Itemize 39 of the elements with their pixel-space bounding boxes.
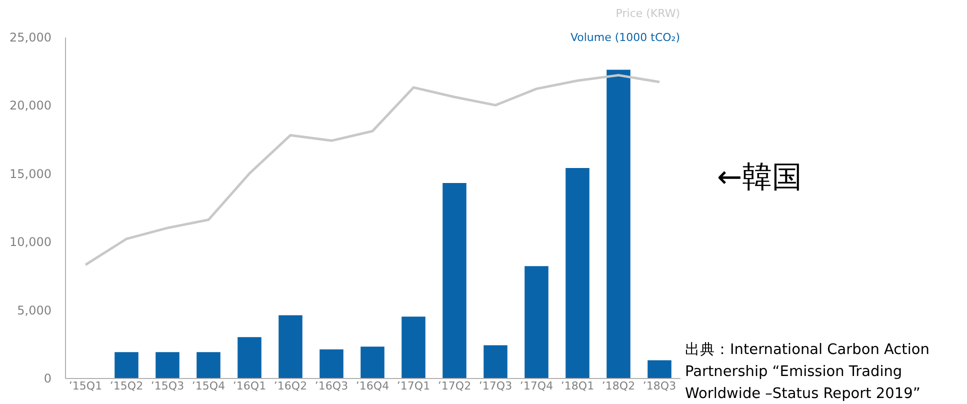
bar: [156, 352, 180, 378]
bar: [360, 346, 384, 378]
bar: [484, 345, 508, 378]
line-series: [84, 74, 661, 266]
x-tick-label: ’17Q3: [478, 380, 512, 392]
text: Volume (1000 tCO₂): [570, 31, 680, 44]
y-tick-label: 5,000: [17, 303, 52, 318]
x-tick-label: ’18Q3: [642, 380, 676, 392]
bar: [320, 349, 344, 378]
source-note: 出典：International Carbon Action Partnership “Emission Trading Worldwide –Status Report 2019”: [685, 341, 930, 402]
x-tick-label: ’15Q1: [68, 380, 102, 392]
x-tick-label: ’16Q2: [274, 380, 308, 392]
x-tick-label: ’16Q1: [232, 380, 266, 392]
bar: [238, 337, 262, 378]
y-tick-label: 25,000: [10, 30, 52, 44]
x-tick-label: ’17Q4: [520, 380, 554, 392]
bar: [402, 316, 426, 378]
y-tick-label: 0: [44, 372, 52, 386]
bar: [114, 352, 138, 378]
x-tick-label: ’15Q3: [150, 380, 184, 392]
x-tick-label: ’18Q1: [560, 380, 594, 392]
bar: [606, 70, 630, 378]
x-tick-label: ’15Q4: [192, 380, 226, 392]
y-tick-label: 15,000: [10, 166, 52, 181]
bar: [196, 352, 220, 378]
bar: [524, 266, 548, 378]
bar: [648, 360, 672, 378]
x-tick-label: ’15Q2: [110, 380, 144, 392]
x-tick-label: ’16Q4: [356, 380, 390, 392]
x-tick-label: ’17Q2: [438, 380, 472, 392]
y-tick-label: 10,000: [10, 235, 52, 250]
bar: [278, 315, 302, 378]
y-tick-label: 20,000: [10, 98, 52, 113]
bar: [566, 168, 590, 378]
x-tick-label: ’18Q2: [602, 380, 636, 392]
x-tick-label: ’16Q3: [314, 380, 348, 392]
text: ←韓国: [717, 160, 802, 195]
x-tick-label: ’17Q1: [396, 380, 430, 392]
bar: [442, 182, 466, 378]
